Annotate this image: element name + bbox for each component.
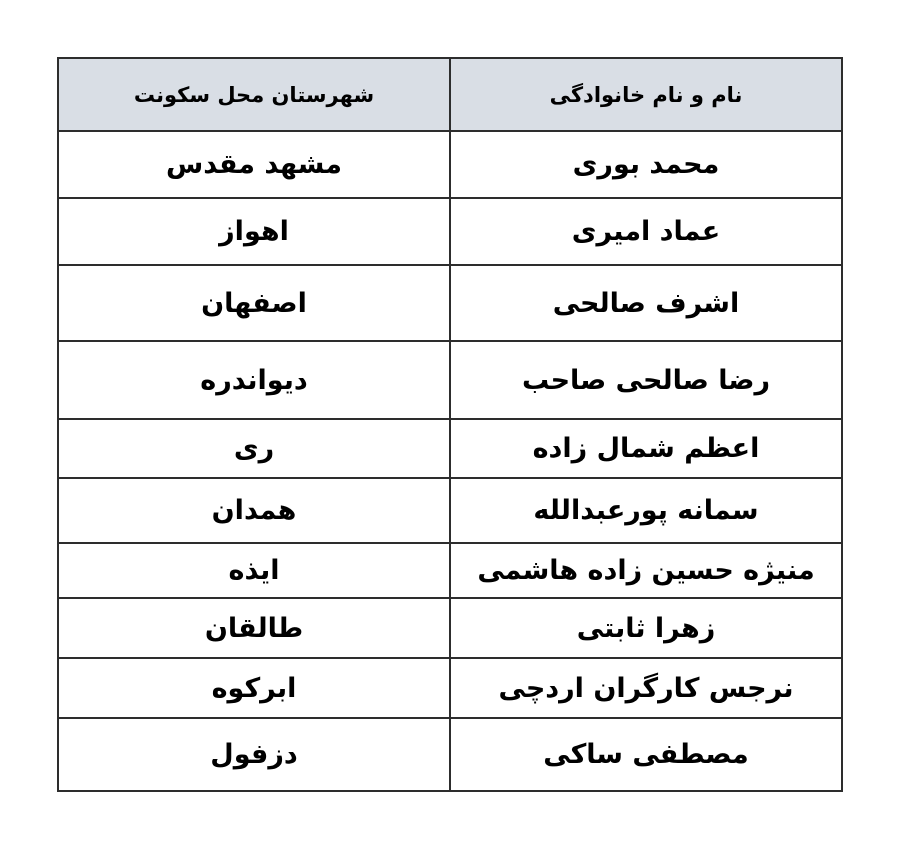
- city-cell: اصفهان: [57, 264, 451, 342]
- fullname-cell: رضا صالحی صاحب: [449, 340, 843, 420]
- fullname-cell: سمانه پورعبدالله: [449, 477, 843, 544]
- city-cell: همدان: [57, 477, 451, 544]
- city-cell: مشهد مقدس: [57, 130, 451, 199]
- fullname-cell: نرجس کارگران اردچی: [449, 657, 843, 719]
- city-cell: اهواز: [57, 197, 451, 266]
- fullname-cell: عماد امیری: [449, 197, 843, 266]
- column-header-city: شهرستان محل سکونت: [57, 57, 451, 132]
- table-row: محمد بوری مشهد مقدس: [57, 130, 843, 199]
- fullname-cell: مصطفی ساکی: [449, 717, 843, 792]
- fullname-cell: اشرف صالحی: [449, 264, 843, 342]
- table-row: سمانه پورعبدالله همدان: [57, 477, 843, 544]
- table-header-row: نام و نام خانوادگی شهرستان محل سکونت: [57, 57, 843, 132]
- city-cell: دیواندره: [57, 340, 451, 420]
- fullname-cell: اعظم شمال زاده: [449, 418, 843, 479]
- table-row: منیژه حسین زاده هاشمی ایذه: [57, 542, 843, 599]
- fullname-cell: منیژه حسین زاده هاشمی: [449, 542, 843, 599]
- city-cell: ری: [57, 418, 451, 479]
- table-row: رضا صالحی صاحب دیواندره: [57, 340, 843, 420]
- column-header-fullname: نام و نام خانوادگی: [449, 57, 843, 132]
- city-cell: دزفول: [57, 717, 451, 792]
- table-row: عماد امیری اهواز: [57, 197, 843, 266]
- city-cell: ایذه: [57, 542, 451, 599]
- city-cell: طالقان: [57, 597, 451, 659]
- table-row: نرجس کارگران اردچی ابرکوه: [57, 657, 843, 719]
- fullname-cell: محمد بوری: [449, 130, 843, 199]
- table-row: زهرا ثابتی طالقان: [57, 597, 843, 659]
- city-cell: ابرکوه: [57, 657, 451, 719]
- fullname-cell: زهرا ثابتی: [449, 597, 843, 659]
- table-row: اعظم شمال زاده ری: [57, 418, 843, 479]
- residents-table: نام و نام خانوادگی شهرستان محل سکونت محم…: [57, 57, 843, 792]
- table-row: اشرف صالحی اصفهان: [57, 264, 843, 342]
- table-row: مصطفی ساکی دزفول: [57, 717, 843, 792]
